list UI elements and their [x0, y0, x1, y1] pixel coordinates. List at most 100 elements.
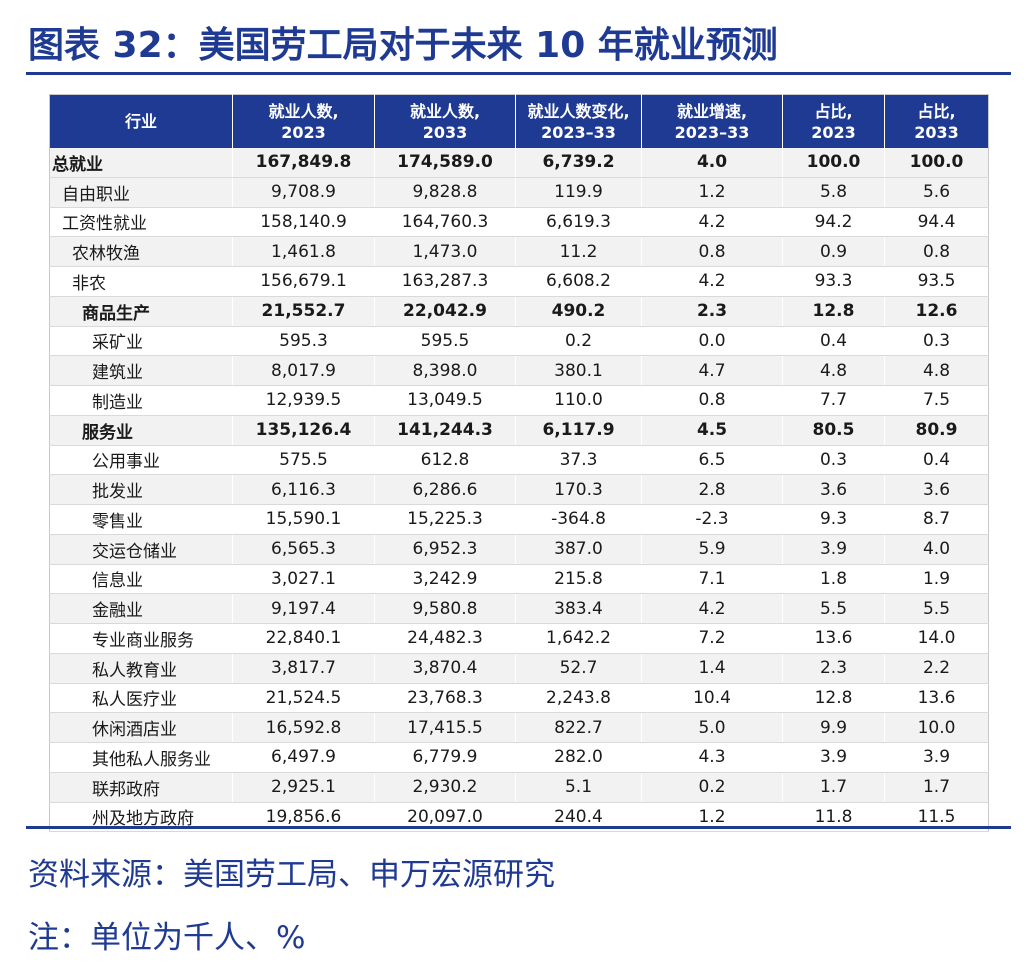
- industry-name-cell: 联邦政府: [49, 772, 233, 803]
- value-cell: 94.2: [782, 207, 885, 238]
- value-cell: 3.9: [782, 742, 885, 773]
- value-cell: 6,779.9: [374, 742, 516, 773]
- value-cell: 8.7: [884, 504, 989, 535]
- value-cell: 3,242.9: [374, 564, 516, 595]
- value-cell: 14.0: [884, 623, 989, 654]
- value-cell: 4.2: [641, 266, 783, 297]
- value-cell: 4.3: [641, 742, 783, 773]
- value-cell: 0.9: [782, 236, 885, 267]
- value-cell: 6,497.9: [232, 742, 375, 773]
- industry-name-cell: 自由职业: [49, 177, 233, 208]
- value-cell: 0.8: [641, 385, 783, 416]
- value-cell: 4.2: [641, 207, 783, 238]
- table-row: 制造业 12,939.5 13,049.5 110.0 0.8 7.7 7.5: [49, 385, 989, 416]
- industry-name-cell: 工资性就业: [49, 207, 233, 238]
- value-cell: 1.2: [641, 177, 783, 208]
- value-cell: 3.6: [884, 474, 989, 505]
- value-cell: 1.7: [782, 772, 885, 803]
- top-divider: [26, 72, 1011, 75]
- value-cell: 80.5: [782, 415, 885, 446]
- value-cell: 1,461.8: [232, 236, 375, 267]
- industry-name-cell: 制造业: [49, 385, 233, 416]
- value-cell: 0.2: [515, 326, 642, 357]
- value-cell: 6,952.3: [374, 534, 516, 565]
- value-cell: 9,708.9: [232, 177, 375, 208]
- value-cell: 0.8: [641, 236, 783, 267]
- value-cell: 8,017.9: [232, 355, 375, 386]
- value-cell: 12.8: [782, 296, 885, 327]
- industry-name-cell: 金融业: [49, 593, 233, 624]
- value-cell: 0.4: [884, 445, 989, 476]
- value-cell: 37.3: [515, 445, 642, 476]
- value-cell: 0.0: [641, 326, 783, 357]
- column-header: 占比, 2023: [782, 94, 885, 148]
- value-cell: -364.8: [515, 504, 642, 535]
- value-cell: 3.9: [782, 534, 885, 565]
- industry-name-cell: 总就业: [49, 148, 233, 178]
- table-header: 行业 就业人数, 2023 就业人数, 2033 就业人数变化, 2023–33 就业增速, 2…: [49, 94, 989, 148]
- column-header: 就业人数变化, 2023–33: [515, 94, 642, 148]
- value-cell: -2.3: [641, 504, 783, 535]
- table-row: 私人医疗业 21,524.5 23,768.3 2,243.8 10.4 12.8 13.6: [49, 683, 989, 714]
- table-row: 非农 156,679.1 163,287.3 6,608.2 4.2 93.3 93.5: [49, 266, 989, 297]
- value-cell: 110.0: [515, 385, 642, 416]
- industry-name-cell: 零售业: [49, 504, 233, 535]
- value-cell: 167,849.8: [232, 148, 375, 178]
- value-cell: 156,679.1: [232, 266, 375, 297]
- value-cell: 94.4: [884, 207, 989, 238]
- source-note: 资料来源：美国劳工局、申万宏源研究: [28, 857, 555, 893]
- value-cell: 0.3: [782, 445, 885, 476]
- industry-name-cell: 休闲酒店业: [49, 712, 233, 743]
- value-cell: 174,589.0: [374, 148, 516, 178]
- value-cell: 21,524.5: [232, 683, 375, 714]
- table-row: 金融业 9,197.4 9,580.8 383.4 4.2 5.5 5.5: [49, 593, 989, 624]
- value-cell: 4.8: [884, 355, 989, 386]
- table-row: 零售业 15,590.1 15,225.3 -364.8 -2.3 9.3 8.7: [49, 504, 989, 535]
- value-cell: 119.9: [515, 177, 642, 208]
- value-cell: 6,565.3: [232, 534, 375, 565]
- value-cell: 1.9: [884, 564, 989, 595]
- value-cell: 16,592.8: [232, 712, 375, 743]
- value-cell: 10.4: [641, 683, 783, 714]
- value-cell: 10.0: [884, 712, 989, 743]
- table-row: 批发业 6,116.3 6,286.6 170.3 2.8 3.6 3.6: [49, 474, 989, 505]
- value-cell: 170.3: [515, 474, 642, 505]
- value-cell: 4.7: [641, 355, 783, 386]
- employment-table-container: 行业 就业人数, 2023 就业人数, 2033 就业人数变化, 2023–33 就业增速, 2…: [49, 94, 989, 833]
- industry-name-cell: 其他私人服务业: [49, 742, 233, 773]
- value-cell: 6,739.2: [515, 148, 642, 178]
- value-cell: 12.8: [782, 683, 885, 714]
- value-cell: 100.0: [884, 148, 989, 178]
- header-row: 行业 就业人数, 2023 就业人数, 2033 就业人数变化, 2023–33 就业增速, 2…: [49, 94, 989, 148]
- value-cell: 12.6: [884, 296, 989, 327]
- industry-name-cell: 专业商业服务: [49, 623, 233, 654]
- value-cell: 163,287.3: [374, 266, 516, 297]
- industry-name-cell: 建筑业: [49, 355, 233, 386]
- value-cell: 9,580.8: [374, 593, 516, 624]
- value-cell: 2,925.1: [232, 772, 375, 803]
- value-cell: 5.1: [515, 772, 642, 803]
- value-cell: 6,619.3: [515, 207, 642, 238]
- value-cell: 5.0: [641, 712, 783, 743]
- value-cell: 1,473.0: [374, 236, 516, 267]
- value-cell: 135,126.4: [232, 415, 375, 446]
- value-cell: 6,117.9: [515, 415, 642, 446]
- value-cell: 0.8: [884, 236, 989, 267]
- value-cell: 2.3: [782, 653, 885, 684]
- value-cell: 164,760.3: [374, 207, 516, 238]
- value-cell: 387.0: [515, 534, 642, 565]
- value-cell: 3.6: [782, 474, 885, 505]
- value-cell: 8,398.0: [374, 355, 516, 386]
- industry-name-cell: 农林牧渔: [49, 236, 233, 267]
- value-cell: 158,140.9: [232, 207, 375, 238]
- value-cell: 15,225.3: [374, 504, 516, 535]
- value-cell: 1.4: [641, 653, 783, 684]
- value-cell: 9.3: [782, 504, 885, 535]
- value-cell: 1.8: [782, 564, 885, 595]
- value-cell: 612.8: [374, 445, 516, 476]
- value-cell: 22,840.1: [232, 623, 375, 654]
- industry-name-cell: 公用事业: [49, 445, 233, 476]
- value-cell: 93.5: [884, 266, 989, 297]
- table-row: 交运仓储业 6,565.3 6,952.3 387.0 5.9 3.9 4.0: [49, 534, 989, 565]
- value-cell: 13,049.5: [374, 385, 516, 416]
